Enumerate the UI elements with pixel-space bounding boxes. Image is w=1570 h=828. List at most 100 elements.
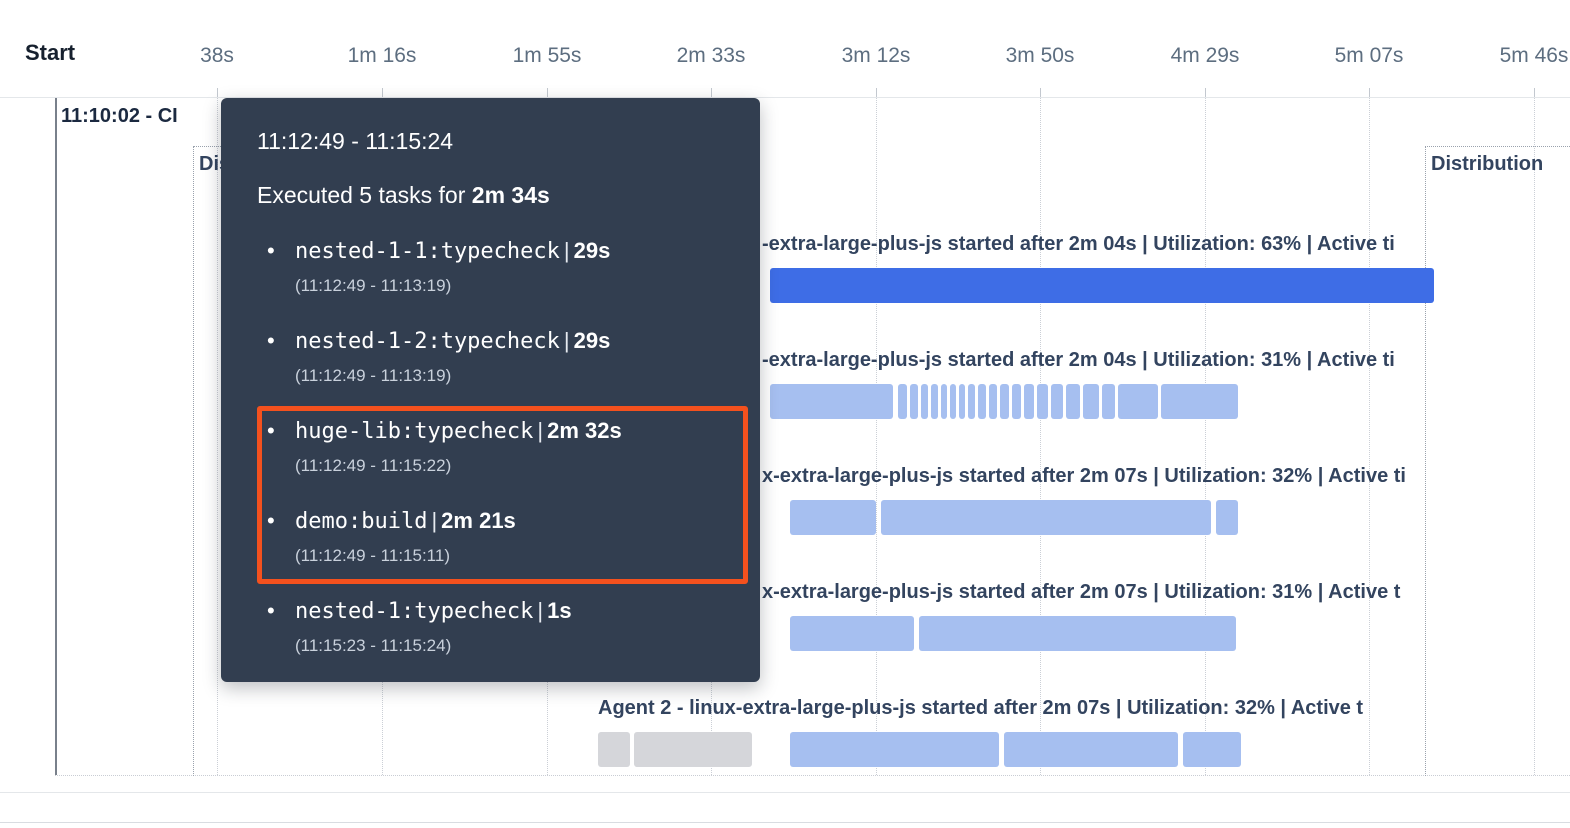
bullet-icon: •	[267, 418, 275, 443]
task-list: nested-1-1:typecheck | 29s • (11:12:49 - 11:…	[257, 236, 748, 657]
agent-activity-bar[interactable]	[790, 616, 914, 651]
task-line: demo:build | 2m 21s	[295, 506, 724, 537]
phase-label: Distribution	[1431, 153, 1544, 175]
axis-tick-mark	[1040, 88, 1041, 97]
agent-label: Agent 2 - linux-extra-large-plus-js star…	[598, 697, 1364, 719]
bullet-icon: •	[267, 238, 275, 263]
agent-activity-bar[interactable]	[1004, 732, 1178, 767]
axis-tick-label: 5m 46s	[1499, 44, 1569, 67]
agent-activity-bar[interactable]	[910, 384, 918, 419]
tooltip-summary-text: Executed 5 tasks for	[257, 182, 466, 208]
task-time-range: (11:12:49 - 11:13:19)	[295, 366, 452, 385]
axis-tick-label: 1m 16s	[347, 44, 417, 67]
agent-activity-bar[interactable]	[770, 268, 1434, 303]
timeline-axis: Start 38s 1m 16s 1m 55s 2m 33s 3m 12s 3m 50s 4…	[0, 0, 1570, 97]
task-duration: 29s	[573, 238, 611, 263]
task-name: demo:build	[295, 509, 428, 534]
axis-tick-label: 38s	[200, 44, 234, 67]
task-name: nested-1-1:typecheck	[295, 239, 560, 264]
task-duration: 29s	[573, 328, 611, 353]
agent-activity-bar[interactable]	[941, 384, 947, 419]
axis-tick-label: 2m 33s	[676, 44, 746, 67]
agent-activity-bar[interactable]	[968, 384, 975, 419]
task-line: huge-lib:typecheck | 2m 32s	[295, 416, 724, 447]
agent-activity-bar[interactable]	[770, 384, 893, 419]
agent-activity-bar[interactable]	[1083, 384, 1099, 419]
agent-label: x-extra-large-plus-js started after 2m 0…	[762, 465, 1406, 487]
task-line: nested-1-1:typecheck | 29s	[295, 236, 724, 267]
agent-activity-bar[interactable]	[978, 384, 986, 419]
phase-region: Distribution	[1425, 146, 1570, 776]
axis-tick-mark	[547, 88, 548, 97]
agent-label: -extra-large-plus-js started after 2m 04…	[762, 349, 1395, 371]
axis-tick-mark	[1369, 88, 1370, 97]
agent-activity-bar[interactable]	[1102, 384, 1115, 419]
gridline	[1534, 97, 1535, 775]
axis-tick-label: 5m 07s	[1334, 44, 1404, 67]
gridline	[217, 97, 218, 775]
separator: |	[431, 508, 438, 533]
agent-activity-bar[interactable]	[1216, 500, 1238, 535]
agent-activity-bar[interactable]	[1051, 384, 1063, 419]
task-time-range: (11:15:23 - 11:15:24)	[295, 636, 452, 655]
agent-activity-bar[interactable]	[931, 384, 938, 419]
task-time-range: (11:12:49 - 11:13:19)	[295, 276, 452, 295]
agent-activity-bar[interactable]	[959, 384, 965, 419]
chart-start-line	[55, 97, 57, 775]
gridline	[1369, 97, 1370, 775]
agent-activity-bar[interactable]	[790, 732, 999, 767]
tooltip-summary-duration: 2m 34s	[471, 182, 550, 208]
agent-activity-bar[interactable]	[1183, 732, 1241, 767]
agent-label: x-extra-large-plus-js started after 2m 0…	[762, 581, 1401, 603]
task-line: nested-1-2:typecheck | 29s	[295, 326, 724, 357]
chart-bottom-line	[55, 775, 1570, 776]
task-time-range: (11:12:49 - 11:15:11)	[295, 546, 450, 565]
task-line: nested-1:typecheck | 1s	[295, 596, 724, 627]
task-item: nested-1-1:typecheck | 29s • (11:12:49 - 11:…	[257, 236, 724, 297]
agent-activity-bar[interactable]	[1118, 384, 1158, 419]
task-name: huge-lib:typecheck	[295, 419, 534, 444]
task-item: nested-1-2:typecheck | 29s • (11:12:49 - 11:…	[257, 326, 724, 387]
agent-activity-bar[interactable]	[1024, 384, 1034, 419]
agent-activity-bar[interactable]	[1066, 384, 1080, 419]
task-item: nested-1:typecheck | 1s • (11:15:23 - 11:15:…	[257, 596, 724, 657]
agent-activity-bar[interactable]	[634, 732, 752, 767]
gridline	[1205, 97, 1206, 775]
agent-activity-bar[interactable]	[1012, 384, 1021, 419]
agent-activity-bar[interactable]	[989, 384, 997, 419]
agent-activity-bar[interactable]	[921, 384, 928, 419]
task-item: huge-lib:typecheck | 2m 32s • (11:12:49 - 11…	[257, 416, 724, 477]
agent-activity-bar[interactable]	[1161, 384, 1238, 419]
axis-tick-mark	[217, 88, 218, 97]
axis-tick-mark	[1534, 88, 1535, 97]
agent-activity-bar[interactable]	[790, 500, 876, 535]
timeline-row-header: 11:10:02 - CI	[61, 105, 178, 127]
axis-start-label: Start	[25, 40, 76, 65]
axis-tick-mark	[711, 88, 712, 97]
axis-tick-label: 4m 29s	[1170, 44, 1240, 67]
agent-activity-bar[interactable]	[1000, 384, 1009, 419]
agent-activity-bar[interactable]	[1037, 384, 1048, 419]
tooltip-summary: Executed 5 tasks for 2m 34s	[257, 180, 724, 210]
task-tooltip: 11:12:49 - 11:15:24 Executed 5 tasks for…	[221, 98, 760, 682]
agent-activity-bar[interactable]	[598, 732, 630, 767]
agent-activity-bar[interactable]	[881, 500, 1211, 535]
agent-activity-bar[interactable]	[919, 616, 1236, 651]
task-name: nested-1:typecheck	[295, 599, 534, 624]
separator: |	[563, 328, 570, 353]
highlighted-task-group: huge-lib:typecheck | 2m 32s • (11:12:49 - 11…	[257, 406, 748, 596]
agent-label: -extra-large-plus-js started after 2m 04…	[762, 233, 1395, 255]
agent-activity-bar[interactable]	[950, 384, 956, 419]
gridline	[876, 97, 877, 775]
separator: |	[537, 418, 544, 443]
panel-separator-line	[0, 792, 1570, 793]
gridline	[1040, 97, 1041, 775]
task-duration: 1s	[547, 598, 572, 623]
agent-activity-bar[interactable]	[898, 384, 907, 419]
task-name: nested-1-2:typecheck	[295, 329, 560, 354]
tooltip-time-range: 11:12:49 - 11:15:24	[257, 128, 454, 154]
axis-tick-mark	[1205, 88, 1206, 97]
bullet-icon: •	[267, 508, 275, 533]
